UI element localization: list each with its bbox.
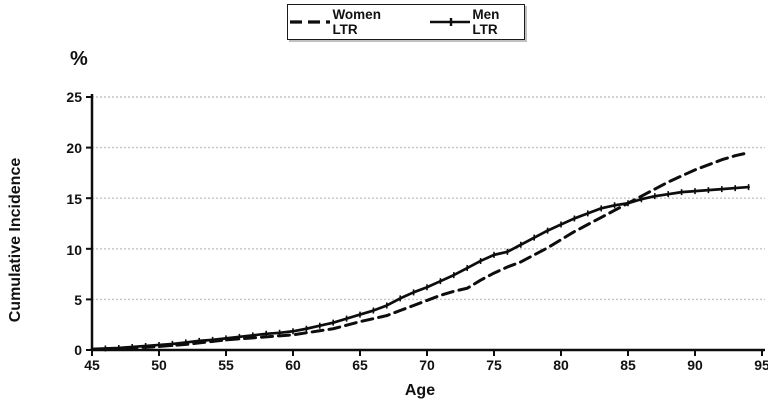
x-tick-label-50: 50 [151,357,167,373]
series-line-women-ltr [90,151,751,351]
x-tick-label-45: 45 [84,357,100,373]
x-tick-label-65: 65 [352,357,368,373]
y-tick-label-15: 15 [66,191,82,207]
dashed-line-icon [290,20,331,24]
y-tick-label-0: 0 [74,342,82,358]
y-tick-label-5: 5 [74,292,82,308]
x-tick-label-75: 75 [486,357,502,373]
legend-label-women: Women LTR [332,7,381,37]
legend-item-women: Women LTR [288,7,404,37]
y-tick-label-20: 20 [66,140,82,156]
x-axis-title: Age [404,382,436,399]
x-tick-label-80: 80 [553,357,569,373]
percent-label: % [70,48,88,70]
series-markers-men-ltr [91,184,750,352]
x-tick-label-60: 60 [285,357,301,373]
y-tick-label-25: 25 [66,89,82,105]
series-line-men-ltr [90,185,750,351]
x-tick-label-55: 55 [218,357,234,373]
legend-label-men: Men LTR [472,7,500,37]
y-tick-label-10: 10 [66,242,82,258]
x-tick-label-90: 90 [687,357,703,373]
legend-item-men: Men LTR [428,7,524,37]
x-tick-label-85: 85 [620,357,636,373]
x-tick-label-70: 70 [419,357,435,373]
x-tick-label-95: 95 [754,357,768,373]
solid-line-cross-icon [429,18,471,26]
legend-box: Women LTR Men LTR [287,4,525,40]
